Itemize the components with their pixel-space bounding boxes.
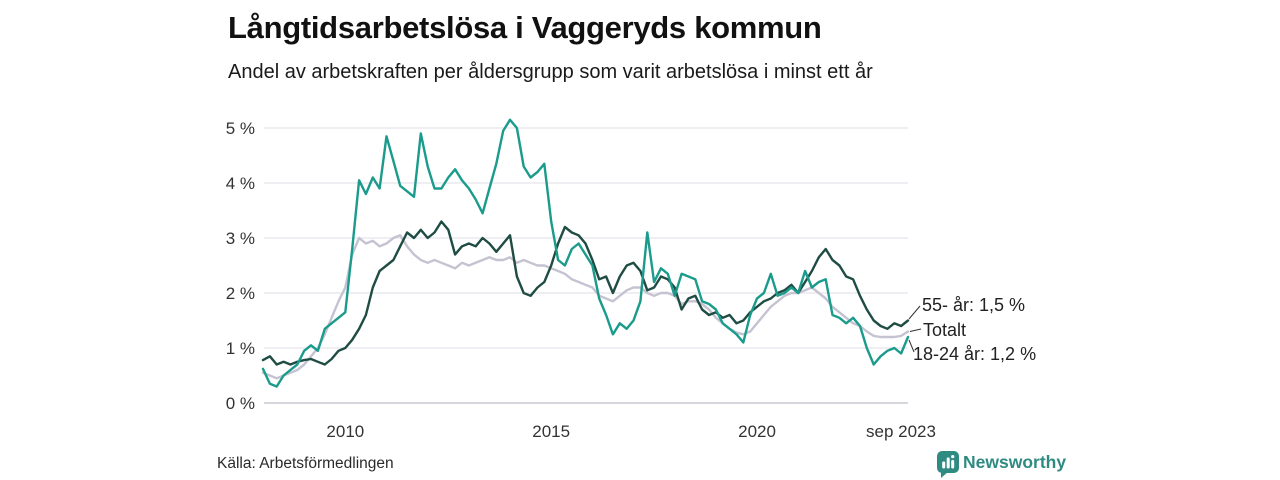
- x-tick-label: 2015: [532, 422, 570, 441]
- newsworthy-brand: Newsworthy: [936, 450, 1066, 478]
- newsworthy-logo-icon: [937, 451, 959, 478]
- y-tick-label: 4 %: [226, 174, 255, 193]
- annotation-leader: [908, 339, 915, 353]
- annotation-leader: [909, 328, 922, 332]
- series-line-totalt: [261, 234, 910, 380]
- annotation-leader: [908, 305, 921, 320]
- page-title: Långtidsarbetslösa i Vaggeryds kommun: [228, 10, 822, 45]
- y-tick-label: 5 %: [226, 119, 255, 138]
- x-tick-label: sep 2023: [866, 422, 936, 441]
- source-attribution: Källa: Arbetsförmedlingen: [217, 455, 394, 472]
- chart-subtitle: Andel av arbetskraften per åldersgrupp s…: [228, 61, 873, 83]
- series-end-label-18-24: 18-24 år: 1,2 %: [913, 344, 1037, 364]
- y-tick-label: 1 %: [226, 339, 255, 358]
- y-tick-label: 0 %: [226, 394, 255, 413]
- y-tick-label: 2 %: [226, 284, 255, 303]
- x-tick-label: 2010: [326, 422, 364, 441]
- series-end-label-55: 55- år: 1,5 %: [922, 295, 1026, 315]
- newsworthy-brand-name: Newsworthy: [963, 452, 1067, 472]
- y-tick-label: 3 %: [226, 229, 255, 248]
- x-tick-label: 2020: [738, 422, 776, 441]
- series-end-label-totalt: Totalt: [923, 320, 967, 340]
- series-line-18-24: [261, 118, 910, 388]
